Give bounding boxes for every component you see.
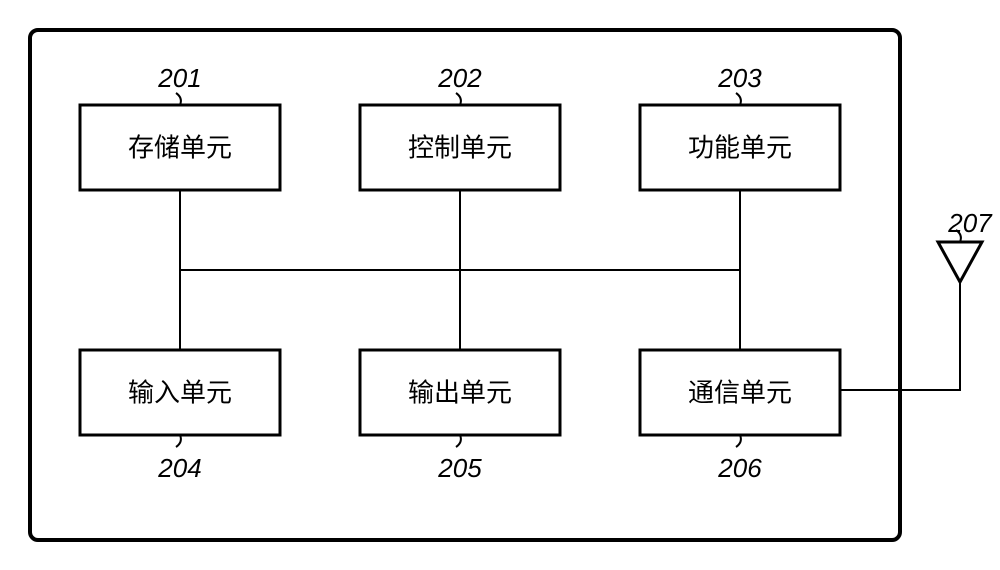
tick-206: [736, 435, 741, 447]
ref-num-202: 202: [437, 63, 482, 93]
tick-202: [456, 93, 461, 105]
ref-num-201: 201: [157, 63, 201, 93]
ref-num-206: 206: [717, 453, 762, 483]
unit-label-202: 控制单元: [408, 132, 512, 162]
unit-label-204: 输入单元: [128, 377, 232, 407]
tick-201: [176, 93, 181, 105]
tick-203: [736, 93, 741, 105]
unit-label-201: 存储单元: [128, 132, 232, 162]
unit-label-203: 功能单元: [688, 132, 792, 162]
tick-205: [456, 435, 461, 447]
antenna-icon: [938, 242, 982, 282]
ref-num-207: 207: [947, 208, 993, 238]
unit-label-205: 输出单元: [408, 377, 512, 407]
ref-num-204: 204: [157, 453, 201, 483]
ref-num-203: 203: [717, 63, 762, 93]
unit-label-206: 通信单元: [688, 377, 792, 407]
ref-num-205: 205: [437, 453, 482, 483]
tick-204: [176, 435, 181, 447]
